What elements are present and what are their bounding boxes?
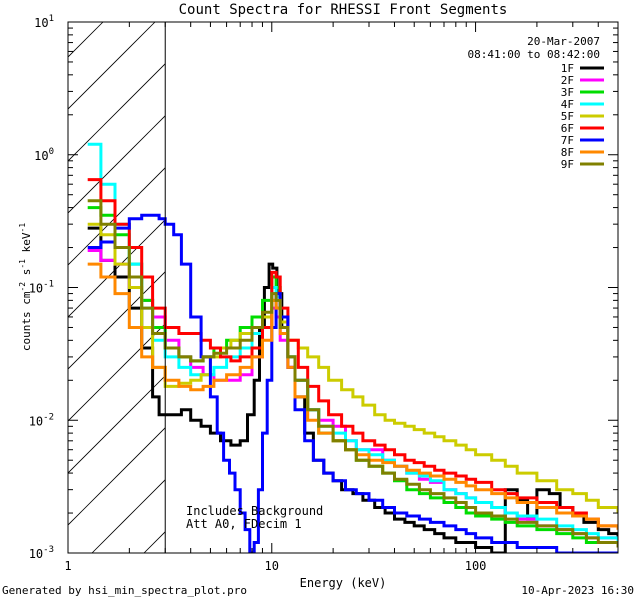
footer-generated-by: Generated by hsi_min_spectra_plot.pro: [2, 584, 247, 597]
series-line-6f: [88, 180, 618, 530]
series-line-3f: [88, 208, 618, 548]
y-tick-label: 100: [34, 147, 54, 163]
footer-timestamp: 10-Apr-2023 16:30: [521, 584, 634, 597]
y-tick-label: 10-2: [29, 412, 54, 428]
hatch-line: [40, 22, 571, 553]
hatch-line: [300, 22, 640, 553]
x-tick-label: 100: [465, 559, 487, 573]
y-label-base: counts cm: [20, 291, 33, 351]
annotation-attenuator: Att A0, FDecim 1: [186, 517, 302, 531]
hatch-line: [0, 22, 363, 553]
series-line-5f: [88, 224, 618, 513]
y-tick-label: 101: [34, 14, 54, 30]
x-axis-label: Energy (keV): [300, 576, 387, 590]
series-line-9f: [88, 201, 618, 548]
legend-label-9f: 9F: [561, 158, 574, 171]
chart-title: Count Spectra for RHESSI Front Segments: [179, 2, 508, 18]
y-tick-label: 10-3: [29, 545, 54, 561]
legend-time-range: 08:41:00 to 08:42:00: [468, 48, 600, 61]
series-layer: [88, 144, 618, 553]
y-label-exp1: -2: [18, 282, 27, 292]
legend-date: 20-Mar-2007: [527, 35, 600, 48]
excluded-energy-region: [0, 22, 640, 553]
y-label-exp3: -1: [18, 223, 27, 233]
hatch-line: [92, 22, 623, 553]
legend: 20-Mar-2007 08:41:00 to 08:42:00 1F2F3F4…: [468, 35, 604, 171]
y-label-exp2: -1: [18, 259, 27, 269]
y-label-mid1: s: [20, 269, 33, 282]
y-label-mid2: keV: [20, 232, 33, 259]
annotation-background: Includes Background: [186, 504, 323, 518]
x-tick-label: 10: [265, 559, 279, 573]
x-tick-label: 1: [64, 559, 71, 573]
series-line-4f: [88, 144, 618, 542]
hatch-line: [0, 22, 415, 553]
spectra-chart: Count Spectra for RHESSI Front Segments …: [0, 0, 640, 600]
